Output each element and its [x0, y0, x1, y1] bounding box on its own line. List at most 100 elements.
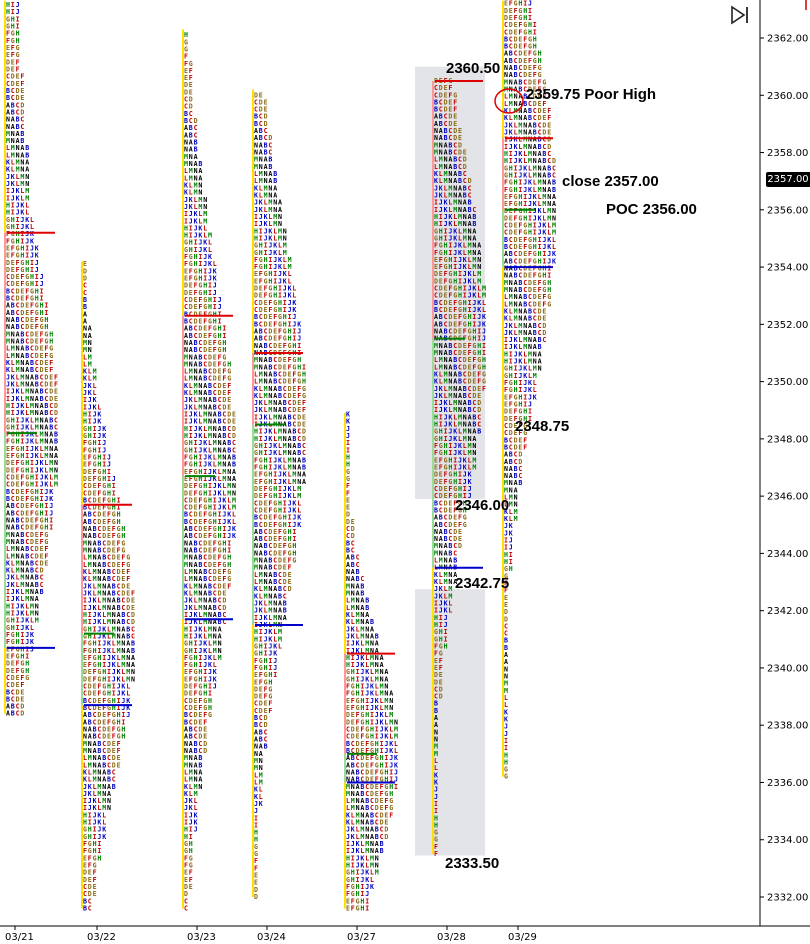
- tpo-letter: D: [463, 156, 467, 164]
- tpo-letter: E: [126, 589, 130, 597]
- tpo-letter: B: [198, 353, 202, 361]
- tpo-letter: C: [552, 164, 556, 172]
- tpo-letter: B: [518, 479, 522, 487]
- tpo-letter: G: [360, 718, 364, 726]
- tpo-letter: B: [6, 688, 10, 696]
- tpo-letter: N: [264, 170, 268, 178]
- tpo-letter: B: [268, 356, 272, 364]
- tpo-letter: F: [538, 86, 542, 94]
- tpo-letter: N: [389, 697, 393, 705]
- tpo-letter: F: [83, 640, 87, 648]
- play-forward-button[interactable]: [728, 4, 752, 26]
- tpo-letter: F: [107, 718, 111, 726]
- tpo-letter: G: [448, 277, 452, 285]
- tpo-letter: J: [35, 459, 39, 467]
- tpo-letter: A: [463, 399, 467, 407]
- tpo-letter: D: [523, 71, 527, 79]
- tpo-letter: C: [434, 91, 438, 99]
- tpo-letter: E: [268, 313, 272, 321]
- tpo-letter: J: [448, 227, 452, 235]
- y-tick-label: 2352.00: [767, 320, 808, 331]
- tpo-letter: D: [259, 299, 263, 307]
- tpo-letter: K: [360, 654, 364, 662]
- tpo-letter: J: [194, 625, 198, 633]
- tpo-letter: L: [189, 189, 193, 197]
- tpo-letter: A: [35, 595, 39, 603]
- tpo-letter: L: [20, 187, 24, 195]
- tpo-letter: C: [453, 349, 457, 357]
- tpo-letter: K: [93, 797, 97, 805]
- tpo-letter: E: [351, 518, 355, 526]
- tpo-letter: A: [528, 128, 532, 136]
- tpo-letter: K: [292, 506, 296, 514]
- tpo-letter: H: [528, 229, 532, 237]
- tpo-letter: L: [6, 144, 10, 152]
- tpo-letter: E: [222, 582, 226, 590]
- tpo-letter: D: [273, 549, 277, 557]
- tpo-letter: N: [346, 575, 350, 583]
- tpo-letter: A: [198, 368, 202, 376]
- tpo-letter: N: [194, 174, 198, 182]
- tpo-letter: I: [283, 499, 287, 507]
- tpo-letter: K: [434, 370, 438, 378]
- tpo-letter: K: [504, 508, 508, 516]
- tpo-letter: D: [25, 524, 29, 532]
- tpo-letter: N: [453, 184, 457, 192]
- tpo-letter: K: [25, 624, 29, 632]
- tpo-letter: L: [346, 604, 350, 612]
- tpo-letter: K: [504, 715, 508, 723]
- tpo-letter: M: [30, 409, 34, 417]
- tpo-letter: D: [346, 511, 350, 519]
- tpo-letter: N: [365, 625, 369, 633]
- tpo-letter: L: [11, 567, 15, 575]
- tpo-letter: D: [184, 489, 188, 497]
- tpo-letter: E: [264, 499, 268, 507]
- tpo-letter: H: [189, 847, 193, 855]
- tpo-letter: J: [16, 1, 20, 9]
- tpo-letter: N: [259, 163, 263, 171]
- tpo-letter: K: [444, 406, 448, 414]
- tpo-letter: I: [389, 776, 393, 784]
- tpo-letter: I: [375, 725, 379, 733]
- tpo-letter: H: [264, 464, 268, 472]
- tpo-letter: M: [370, 661, 374, 669]
- tpo-letter: M: [88, 353, 92, 361]
- tpo-letter: G: [121, 547, 125, 555]
- tpo-letter: A: [83, 518, 87, 526]
- tpo-letter: B: [538, 136, 542, 144]
- tpo-letter: J: [83, 790, 87, 798]
- tpo-letter: N: [384, 683, 388, 691]
- tpo-letter: K: [88, 589, 92, 597]
- tpo-letter: N: [264, 571, 268, 579]
- tpo-letter: C: [468, 392, 472, 400]
- tpo-letter: A: [25, 559, 29, 567]
- tpo-letter: F: [360, 725, 364, 733]
- tpo-letter: M: [288, 456, 292, 464]
- tpo-letter: C: [16, 703, 20, 711]
- tpo-letter: K: [523, 164, 527, 172]
- tpo-letter: M: [351, 597, 355, 605]
- tpo-letter: E: [6, 645, 10, 653]
- tpo-letter: L: [370, 869, 374, 877]
- tpo-letter: B: [254, 721, 258, 729]
- tpo-letter: J: [97, 833, 101, 841]
- tpo-letter: I: [189, 826, 193, 834]
- tpo-letter: M: [394, 725, 398, 733]
- tpo-letter: L: [346, 797, 350, 805]
- tpo-letter: E: [11, 660, 15, 668]
- tpo-letter: A: [514, 86, 518, 94]
- tpo-letter: D: [30, 538, 34, 546]
- tpo-letter: A: [365, 611, 369, 619]
- tpo-letter: M: [504, 687, 508, 695]
- tpo-letter: E: [288, 378, 292, 386]
- tpo-letter: K: [264, 413, 268, 421]
- tpo-letter: L: [468, 256, 472, 264]
- tpo-letter: D: [472, 392, 476, 400]
- tpo-letter: I: [88, 411, 92, 419]
- tpo-letter: B: [468, 206, 472, 214]
- tpo-letter: I: [439, 421, 443, 429]
- tpo-letter: H: [288, 335, 292, 343]
- tpo-letter: H: [227, 360, 231, 368]
